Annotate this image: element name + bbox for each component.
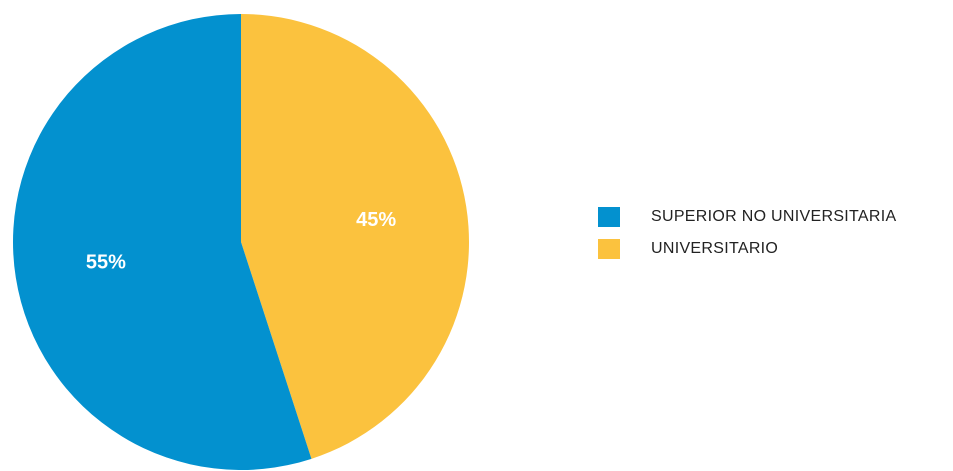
legend-swatch-universitario [598, 239, 620, 259]
pie-slice-superior-no-universitaria [12, 14, 312, 470]
legend: SUPERIOR NO UNIVERSITARIA UNIVERSITARIO [598, 204, 896, 268]
pie-slice-universitario [241, 14, 469, 459]
legend-item-superior-no-universitaria: SUPERIOR NO UNIVERSITARIA [598, 204, 896, 230]
legend-swatch-superior-no-universitaria [598, 207, 620, 227]
slice-label-superior-no-universitaria: 55% [86, 252, 126, 274]
legend-item-universitario: UNIVERSITARIO [598, 236, 896, 262]
slice-label-universitario: 45% [356, 209, 396, 231]
legend-label-universitario: UNIVERSITARIO [651, 240, 779, 257]
legend-label-superior-no-universitaria: SUPERIOR NO UNIVERSITARIA [651, 208, 897, 225]
